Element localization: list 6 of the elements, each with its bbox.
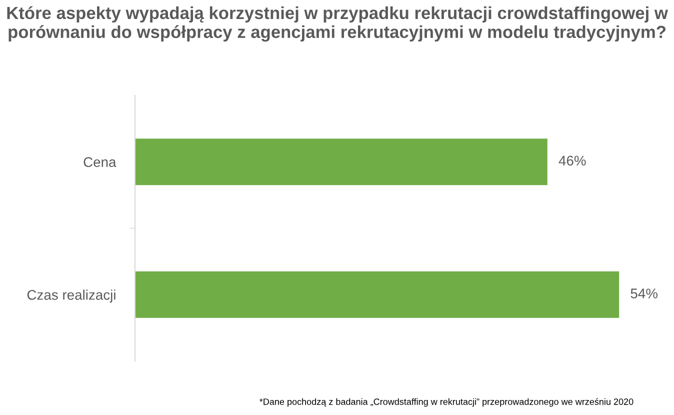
y-tick-label: Czas realizacji — [27, 290, 116, 303]
data-label: 46% — [558, 156, 586, 166]
chart-title: Które aspekty wypadają korzystniej w przypadku rekrutacji crowdstaffingowej w porównaniu do współpracy z agencjami rekrutacyjnymi w modelu tradycyjnym? — [7, 6, 668, 42]
text: *Dane pochodzą z badania „Crowdstaffing w rekrutacji” przeprowadzonego we wrześniu 2020 — [260, 398, 634, 407]
y-tick-label: Cena — [84, 157, 116, 168]
data-label: 54% — [630, 288, 658, 298]
